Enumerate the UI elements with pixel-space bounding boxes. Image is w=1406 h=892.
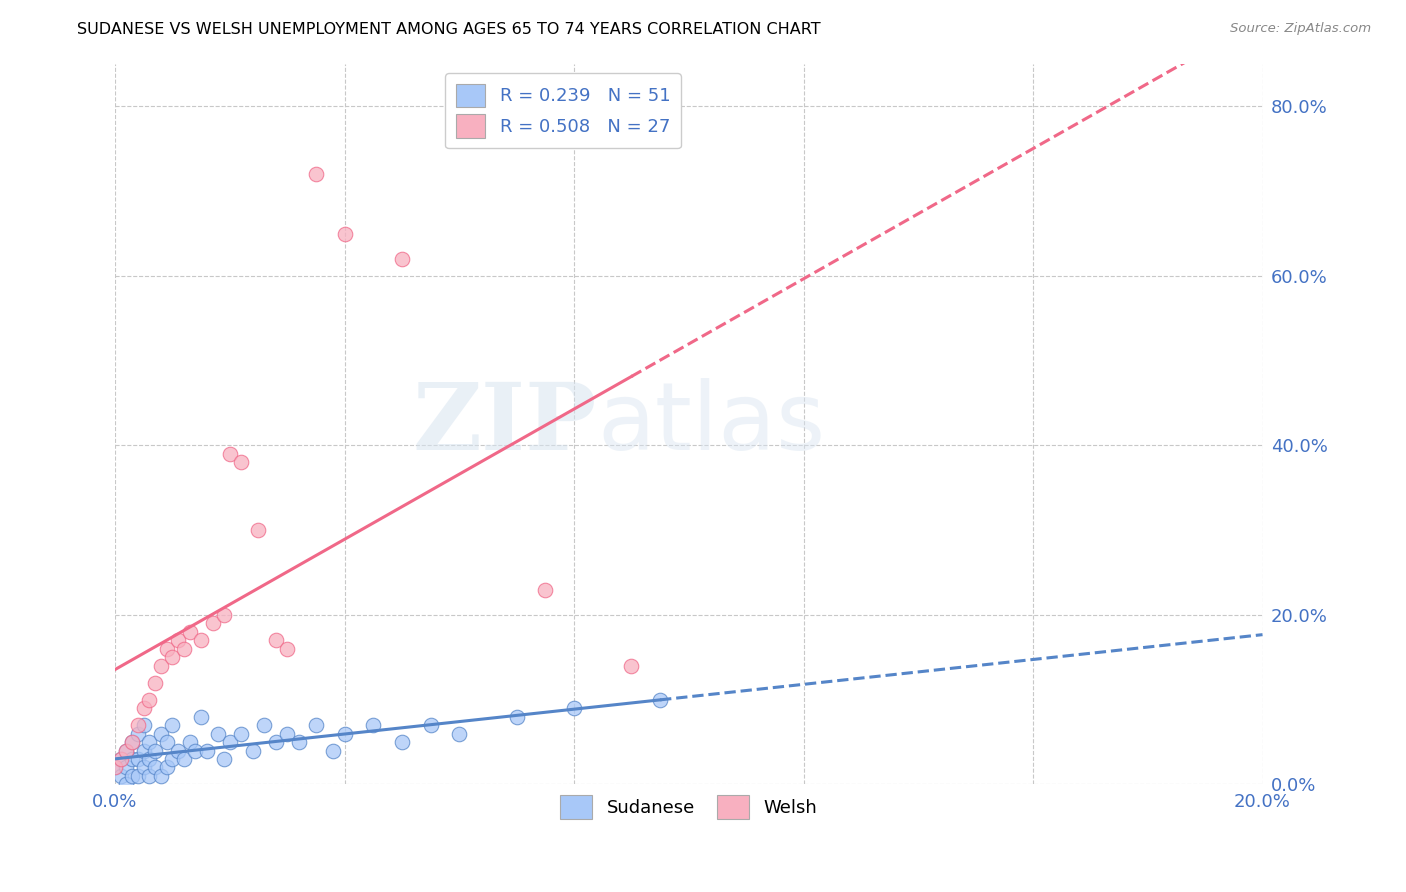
Point xyxy=(173,752,195,766)
Point xyxy=(162,752,184,766)
Point xyxy=(212,752,235,766)
Point xyxy=(162,718,184,732)
Point xyxy=(143,743,166,757)
Point xyxy=(115,743,138,757)
Point xyxy=(179,624,201,639)
Point xyxy=(132,701,155,715)
Point xyxy=(264,633,287,648)
Point xyxy=(156,641,179,656)
Point xyxy=(110,769,132,783)
Point xyxy=(143,760,166,774)
Point xyxy=(184,743,207,757)
Point xyxy=(305,718,328,732)
Point xyxy=(391,735,413,749)
Point xyxy=(121,769,143,783)
Point xyxy=(127,726,149,740)
Point xyxy=(143,675,166,690)
Point xyxy=(110,752,132,766)
Point xyxy=(121,752,143,766)
Point xyxy=(110,752,132,766)
Point xyxy=(149,769,172,783)
Point xyxy=(190,633,212,648)
Text: ZIP: ZIP xyxy=(413,379,598,469)
Point xyxy=(127,769,149,783)
Point xyxy=(149,658,172,673)
Text: SUDANESE VS WELSH UNEMPLOYMENT AMONG AGES 65 TO 74 YEARS CORRELATION CHART: SUDANESE VS WELSH UNEMPLOYMENT AMONG AGE… xyxy=(77,22,821,37)
Point xyxy=(253,718,276,732)
Text: Source: ZipAtlas.com: Source: ZipAtlas.com xyxy=(1230,22,1371,36)
Point xyxy=(173,641,195,656)
Point xyxy=(156,760,179,774)
Point xyxy=(620,658,643,673)
Point xyxy=(127,752,149,766)
Point xyxy=(104,760,127,774)
Point xyxy=(333,227,356,241)
Point xyxy=(115,760,138,774)
Point xyxy=(132,743,155,757)
Point xyxy=(212,607,235,622)
Point xyxy=(156,735,179,749)
Point xyxy=(218,735,240,749)
Point xyxy=(322,743,344,757)
Point xyxy=(391,252,413,266)
Point xyxy=(121,735,143,749)
Point xyxy=(287,735,309,749)
Point xyxy=(419,718,441,732)
Point xyxy=(167,633,190,648)
Point xyxy=(305,167,328,181)
Point xyxy=(648,692,671,706)
Point xyxy=(179,735,201,749)
Point xyxy=(104,760,127,774)
Point xyxy=(247,523,270,537)
Point xyxy=(276,726,298,740)
Point xyxy=(127,718,149,732)
Point xyxy=(218,447,240,461)
Point xyxy=(207,726,229,740)
Point xyxy=(361,718,384,732)
Point xyxy=(132,760,155,774)
Point xyxy=(138,752,160,766)
Point xyxy=(242,743,264,757)
Point xyxy=(333,726,356,740)
Point xyxy=(162,650,184,665)
Point xyxy=(149,726,172,740)
Point xyxy=(190,709,212,723)
Point xyxy=(138,769,160,783)
Point xyxy=(534,582,557,597)
Point xyxy=(449,726,471,740)
Point xyxy=(138,735,160,749)
Point xyxy=(201,616,224,631)
Legend: Sudanese, Welsh: Sudanese, Welsh xyxy=(553,789,825,826)
Point xyxy=(231,455,253,469)
Point xyxy=(115,777,138,791)
Point xyxy=(231,726,253,740)
Text: atlas: atlas xyxy=(598,378,825,470)
Point xyxy=(264,735,287,749)
Point xyxy=(195,743,218,757)
Point xyxy=(562,701,585,715)
Point xyxy=(505,709,527,723)
Point xyxy=(132,718,155,732)
Point xyxy=(138,692,160,706)
Point xyxy=(121,735,143,749)
Point xyxy=(167,743,190,757)
Point xyxy=(276,641,298,656)
Point xyxy=(115,743,138,757)
